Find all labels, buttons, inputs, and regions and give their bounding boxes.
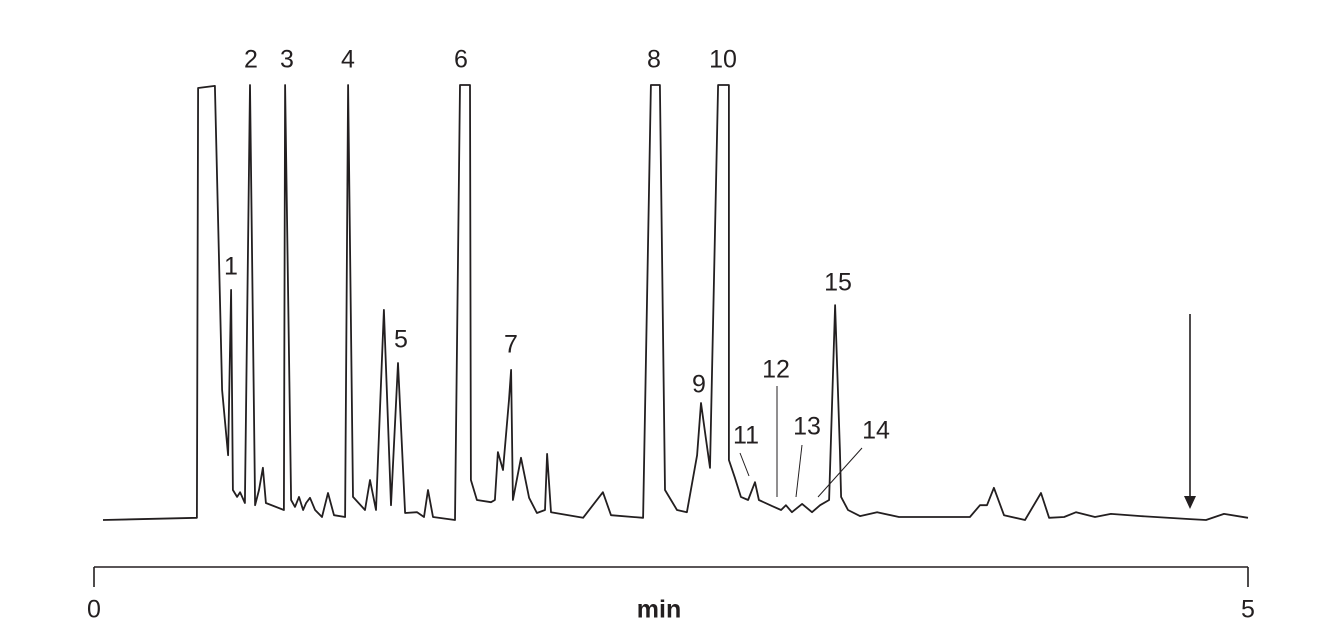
peak-label: 8 — [647, 46, 661, 74]
x-tick-label: 5 — [1241, 596, 1255, 624]
peak-label: 2 — [244, 46, 258, 74]
peak-label: 5 — [394, 326, 408, 354]
peak-label: 15 — [824, 269, 852, 297]
peak-label: 12 — [762, 356, 790, 384]
x-tick-label: 0 — [87, 596, 101, 624]
peak-label: 6 — [454, 46, 468, 74]
peak-label: 4 — [341, 46, 355, 74]
peak-label: 7 — [504, 331, 518, 359]
peak-label: 1 — [224, 253, 238, 281]
peak-leader — [739, 452, 750, 477]
x-axis-title: min — [637, 596, 681, 624]
peak-label: 3 — [280, 46, 294, 74]
peak-label: 13 — [793, 413, 821, 441]
chromatogram-trace — [102, 84, 1249, 521]
peak-leader — [795, 444, 803, 498]
peak-label: 10 — [709, 46, 737, 74]
marker-arrow-head — [1184, 496, 1196, 509]
peak-label: 9 — [692, 371, 706, 399]
peak-leader — [817, 447, 863, 498]
peak-label: 14 — [862, 417, 890, 445]
peak-label: 11 — [733, 422, 759, 450]
